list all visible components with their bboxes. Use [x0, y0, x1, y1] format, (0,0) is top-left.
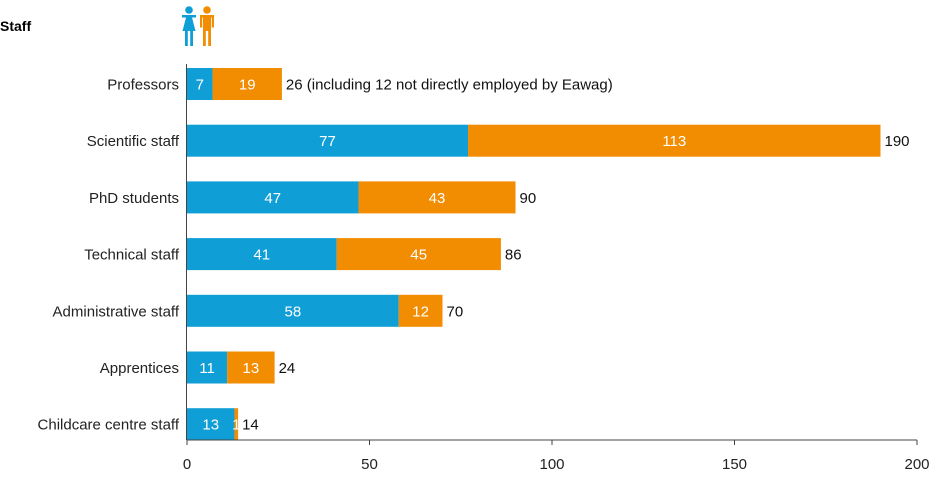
segment-value-label: 13 — [202, 417, 219, 434]
bar-row: Scientific staff 77 113 190 — [87, 124, 910, 157]
x-tick-label: 100 — [539, 456, 564, 473]
total-label: 190 — [885, 133, 910, 150]
bar-row: Professors 7 19 26 (including 12 not direct… — [107, 68, 613, 100]
male-bar-segment — [336, 238, 501, 271]
total-label: 70 — [447, 303, 464, 320]
total-label: 90 — [520, 190, 537, 207]
x-tick-label: 200 — [904, 456, 929, 473]
female-bar-segment — [187, 294, 399, 327]
bar-row: Childcare centre staff 13 1 14 — [38, 408, 259, 441]
female-bar-segment — [187, 181, 359, 214]
male-bar-segment — [468, 124, 881, 157]
category-label: Professors — [107, 77, 179, 94]
female-bar-segment — [187, 124, 469, 157]
x-tick-label: 150 — [722, 456, 747, 473]
bars-group: Professors 7 19 26 (including 12 not direct… — [38, 68, 910, 441]
male-bar-segment — [227, 351, 275, 384]
female-bar-segment — [187, 351, 228, 384]
total-label: 24 — [279, 360, 296, 377]
bar-row: Apprentices 11 13 24 — [100, 351, 296, 384]
segment-value-label: 41 — [253, 247, 270, 264]
male-person-icon — [200, 6, 214, 46]
segment-value-label: 11 — [199, 360, 215, 377]
female-bar-segment — [187, 408, 235, 441]
x-tick-label: 50 — [361, 456, 378, 473]
total-label: 86 — [505, 247, 522, 264]
category-label: Administrative staff — [53, 303, 180, 320]
segment-value-label: 47 — [264, 190, 281, 207]
male-bar-segment — [358, 181, 516, 214]
x-tick-label: 0 — [183, 456, 191, 473]
segment-value-label: 43 — [429, 190, 446, 207]
segment-value-label: 12 — [412, 303, 429, 320]
bar-row: Technical staff 41 45 86 — [84, 238, 522, 271]
male-bar-segment — [212, 68, 282, 100]
legend — [182, 6, 214, 46]
male-bar-segment — [398, 294, 443, 327]
male-bar-segment — [234, 408, 239, 441]
segment-value-label: 19 — [239, 77, 256, 94]
segment-value-label: 7 — [196, 77, 204, 94]
segment-value-label: 58 — [285, 303, 302, 320]
bar-row: PhD students 47 43 90 — [89, 181, 537, 214]
total-label: 26 (including 12 not directly employed b… — [286, 77, 613, 94]
segment-value-label: 13 — [243, 360, 260, 377]
category-label: Childcare centre staff — [38, 417, 180, 434]
female-bar-segment — [187, 68, 213, 100]
female-bar-segment — [187, 238, 337, 271]
segment-value-label: 45 — [410, 247, 427, 264]
x-axis: 0 50 100 150 200 — [183, 64, 930, 473]
category-label: Apprentices — [100, 360, 179, 377]
female-person-icon — [182, 6, 196, 46]
segment-value-label: 113 — [662, 133, 686, 150]
bar-row: Administrative staff 58 12 70 — [53, 294, 464, 327]
category-label: Technical staff — [84, 247, 180, 264]
chart-title: Staff — [0, 18, 31, 34]
category-label: Scientific staff — [87, 133, 180, 150]
segment-value-label: 1 — [232, 417, 240, 434]
segment-value-label: 77 — [319, 133, 336, 150]
total-label: 14 — [242, 417, 259, 434]
category-label: PhD students — [89, 190, 179, 207]
